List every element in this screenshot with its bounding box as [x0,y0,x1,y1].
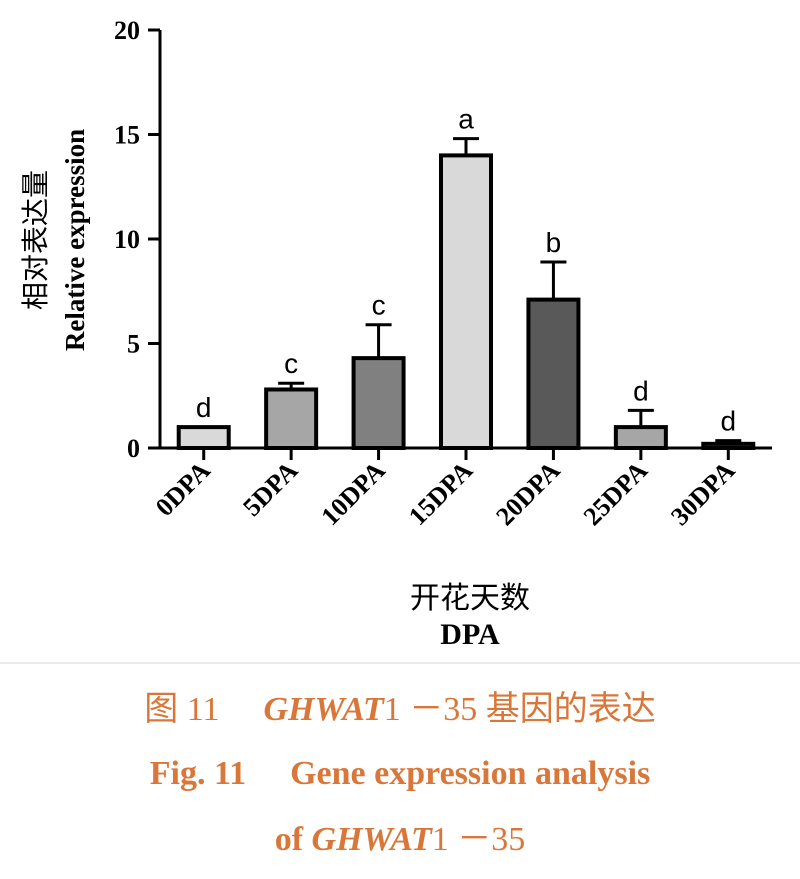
error-bar-5DPA [278,381,305,390]
x-tick-label: 20DPA [490,456,565,531]
bar-25DPA [613,425,668,451]
x-axis-label-cn: 开花天数 [410,581,530,616]
axes-layer: 0 5 10 15 20 [114,16,772,463]
x-tick-label: 15DPA [403,456,478,531]
significance-letter-25DPA: d [633,375,649,406]
x-tick-label: 5DPA [237,456,303,522]
caption-en-rest: 1 －35 [431,821,526,858]
caption-en-text: Gene expression analysis [290,755,651,792]
significance-letter-5DPA: c [284,348,298,379]
figure-caption-en: Fig. 11 Gene expression analysis [0,754,800,794]
caption-en-gene: GHWAT [311,821,432,858]
bar-10DPA [351,356,406,451]
error-bars-layer [278,137,742,444]
bar-5DPA [264,387,319,451]
caption-cn-rest: 1 －35 基因的表达 [383,691,656,728]
significance-letters-layer: d c c a b d d [196,104,736,437]
significance-letter-20DPA: b [546,227,562,258]
x-tick-label: 10DPA [315,456,390,531]
significance-letter-15DPA: a [458,104,474,135]
caption-cn-label: 图 11 [144,691,220,728]
x-axis-label: DPA [440,618,500,651]
bars-layer [176,153,756,451]
figure-caption-cn: 图 11 GHWAT1 －35 基因的表达 [0,690,800,730]
error-bar-25DPA [627,408,654,428]
significance-letter-0DPA: d [196,392,212,423]
figure-caption-en-line2: of GHWAT1 －35 [0,820,800,860]
significance-letter-30DPA: d [720,406,736,437]
y-tick-label: 10 [114,225,140,254]
y-tick-label: 15 [114,121,140,150]
y-axis-label-cn: 相对表达量 [19,170,52,310]
bar-chart: d c c a b d d 0 5 10 15 20 0DPA 5DPA 10DPA 15DPA 20DPA… [19,16,772,651]
x-tick-label: 0DPA [150,456,216,522]
error-bar-10DPA [365,323,392,359]
error-bar-15DPA [453,137,479,156]
x-tick-labels-layer: 0DPA 5DPA 10DPA 15DPA 20DPA 25DPA 30DPA [150,456,741,531]
caption-en-of: of [274,821,312,858]
significance-letter-10DPA: c [372,290,386,321]
x-tick-label: 25DPA [578,456,653,531]
divider [0,662,800,664]
y-axis-label: Relative expression [60,129,90,351]
y-tick-label: 20 [114,16,140,45]
caption-en-label: Fig. 11 [149,755,247,792]
bar-20DPA [526,297,581,450]
y-tick-label: 5 [127,330,140,359]
error-bar-30DPA [715,439,742,444]
x-tick-label: 30DPA [665,456,740,531]
y-tick-label: 0 [127,434,140,463]
bar-0DPA [176,425,231,451]
error-bar-20DPA [540,260,567,300]
caption-cn-gene: GHWAT [263,691,384,728]
bar-15DPA [439,153,493,450]
